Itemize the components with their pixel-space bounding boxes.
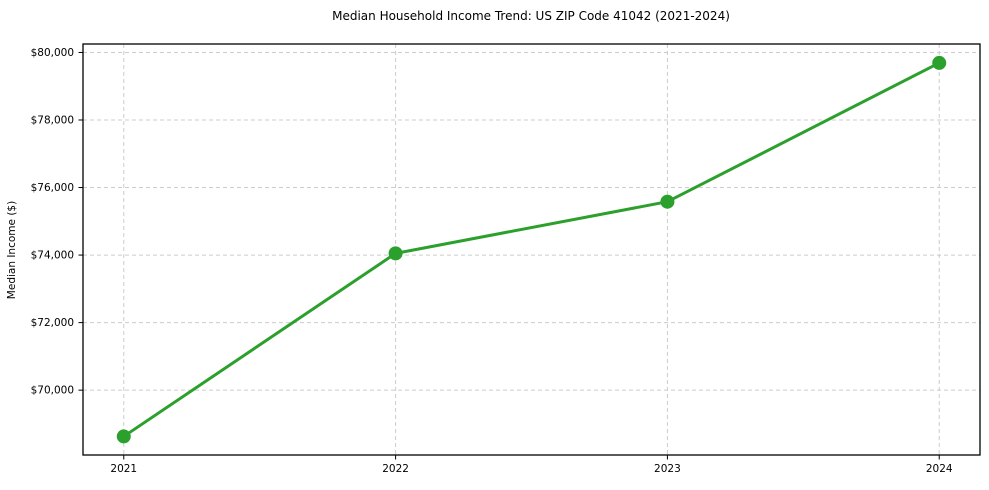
x-tick-label: 2021 — [110, 463, 137, 475]
plot-area: $70,000 $72,000 $74,000 $76,000 $78,000 $80,0… — [31, 43, 981, 475]
x-tick-label: 2024 — [926, 463, 953, 475]
income-trend-line — [122, 61, 941, 438]
data-point-2021 — [116, 429, 131, 444]
x-tick-label: 2022 — [382, 463, 409, 475]
y-tick-label: $76,000 — [31, 182, 74, 194]
y-axis-label: Median Income ($) — [6, 201, 18, 299]
data-point-2023 — [660, 194, 675, 209]
chart-title: Median Household Income Trend: US ZIP Co… — [332, 9, 730, 23]
y-tick-label: $80,000 — [31, 47, 74, 59]
y-tick-label: $72,000 — [31, 317, 74, 329]
data-point-2022 — [388, 246, 403, 261]
y-tick-label: $74,000 — [31, 250, 74, 262]
x-tick-label: 2023 — [654, 463, 681, 475]
axes-border — [82, 43, 981, 456]
y-tick-label: $70,000 — [31, 385, 74, 397]
data-point-2024 — [932, 55, 947, 70]
y-tick-label: $78,000 — [31, 114, 74, 126]
